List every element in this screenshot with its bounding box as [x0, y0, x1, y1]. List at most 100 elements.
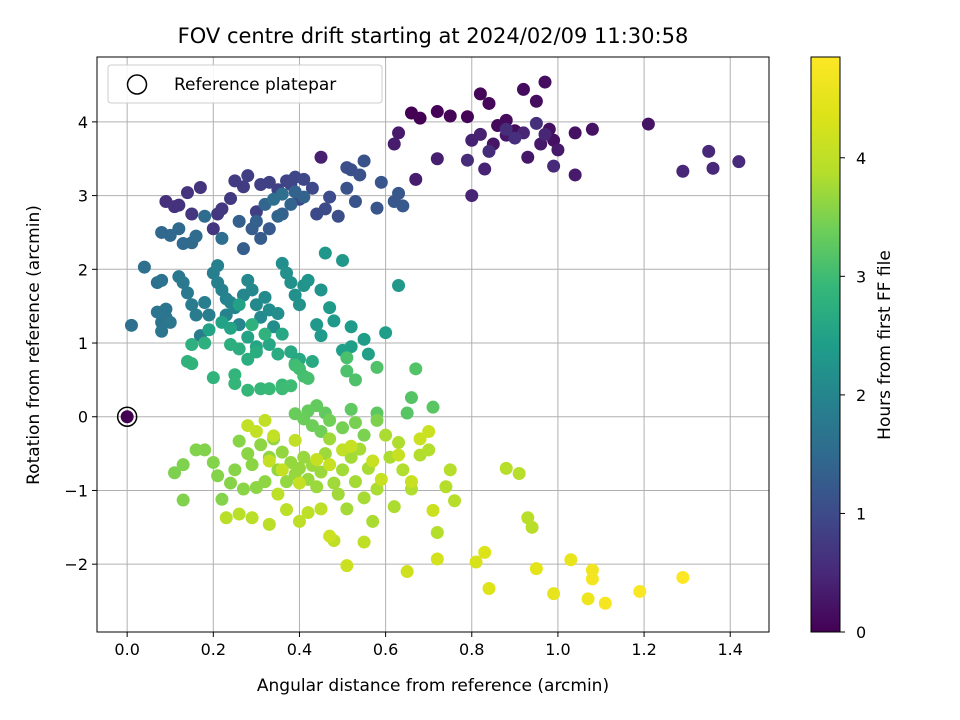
data-point	[249, 205, 263, 219]
data-point	[370, 201, 384, 215]
colorbar-tick-label: 2	[856, 386, 866, 405]
data-point	[314, 283, 328, 297]
data-point	[215, 231, 229, 245]
y-tick-label: 1	[78, 334, 88, 353]
data-point	[340, 351, 354, 365]
data-point	[525, 520, 539, 534]
data-point	[262, 517, 276, 531]
data-point	[409, 172, 423, 186]
data-point	[521, 150, 535, 164]
data-point	[460, 153, 474, 167]
data-point	[633, 584, 647, 598]
data-point	[357, 535, 371, 549]
data-point	[585, 572, 599, 586]
data-point	[185, 338, 199, 351]
data-point	[232, 214, 246, 228]
data-point	[430, 552, 444, 566]
data-point	[236, 242, 250, 256]
data-point	[387, 500, 401, 514]
data-point	[224, 476, 238, 490]
colorbar-gradient	[810, 56, 841, 633]
data-point	[529, 116, 543, 130]
data-point	[198, 209, 212, 223]
data-point	[292, 476, 306, 490]
data-point	[478, 162, 492, 176]
data-point	[331, 487, 345, 501]
data-point	[676, 164, 690, 178]
data-point	[529, 562, 543, 576]
data-point	[361, 347, 375, 361]
data-point	[232, 507, 246, 521]
data-point	[392, 186, 406, 200]
data-point	[292, 461, 306, 475]
data-point	[305, 181, 319, 195]
data-point	[249, 298, 263, 312]
data-point	[262, 175, 276, 189]
data-point	[357, 428, 371, 442]
data-point	[469, 555, 483, 569]
data-point	[267, 429, 281, 443]
data-point	[284, 276, 298, 290]
data-point	[374, 175, 388, 189]
data-point	[327, 314, 341, 328]
data-point	[206, 222, 220, 236]
data-point	[254, 231, 268, 245]
data-point	[198, 336, 212, 350]
data-point	[422, 424, 436, 438]
data-point	[387, 137, 401, 151]
data-point	[193, 180, 207, 194]
data-point	[465, 189, 479, 203]
data-point	[430, 105, 444, 119]
data-point	[180, 286, 194, 300]
colorbar-tick-label: 4	[856, 149, 866, 168]
data-point	[262, 222, 276, 236]
x-tick-label: 0.4	[287, 640, 312, 659]
data-point	[585, 122, 599, 136]
data-point	[379, 428, 393, 442]
data-point	[568, 126, 582, 140]
data-point	[482, 144, 496, 158]
data-point	[344, 439, 358, 453]
data-point	[314, 150, 328, 164]
data-point	[301, 371, 315, 385]
data-point	[340, 181, 354, 195]
data-point	[314, 502, 328, 516]
data-point	[443, 109, 457, 123]
data-point	[392, 436, 406, 450]
legend-box	[107, 64, 383, 104]
data-point	[702, 144, 716, 158]
data-point	[254, 438, 268, 452]
data-point	[396, 463, 410, 477]
data-point	[185, 207, 199, 221]
data-point	[258, 290, 272, 304]
data-point	[499, 122, 513, 136]
data-point	[400, 406, 414, 420]
data-point	[366, 454, 380, 468]
data-point	[538, 75, 552, 89]
colorbar-label: Hours from first FF file	[875, 250, 895, 440]
data-point	[215, 202, 229, 216]
first-data-point	[120, 410, 134, 424]
data-point	[344, 450, 358, 464]
data-point	[516, 82, 530, 96]
data-point	[413, 111, 427, 125]
data-point	[357, 332, 371, 346]
data-point	[409, 362, 423, 376]
data-point	[340, 559, 354, 573]
data-point	[314, 465, 328, 479]
data-point	[189, 229, 203, 243]
data-point	[271, 487, 285, 501]
data-point	[206, 371, 220, 385]
data-point	[348, 194, 362, 208]
data-point	[198, 295, 212, 309]
data-point	[275, 463, 289, 477]
data-point	[267, 320, 281, 334]
data-point	[262, 338, 276, 351]
data-point	[297, 190, 311, 204]
data-point	[336, 253, 350, 267]
data-point	[478, 545, 492, 559]
data-point	[340, 364, 354, 378]
data-point	[348, 373, 362, 387]
data-point	[564, 553, 578, 567]
data-point	[245, 318, 259, 332]
